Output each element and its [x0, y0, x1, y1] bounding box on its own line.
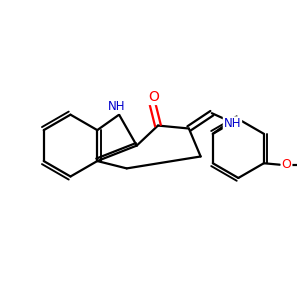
Text: O: O	[148, 90, 159, 104]
Text: NH: NH	[108, 100, 125, 113]
Text: NH: NH	[224, 117, 241, 130]
Text: O: O	[282, 158, 291, 171]
